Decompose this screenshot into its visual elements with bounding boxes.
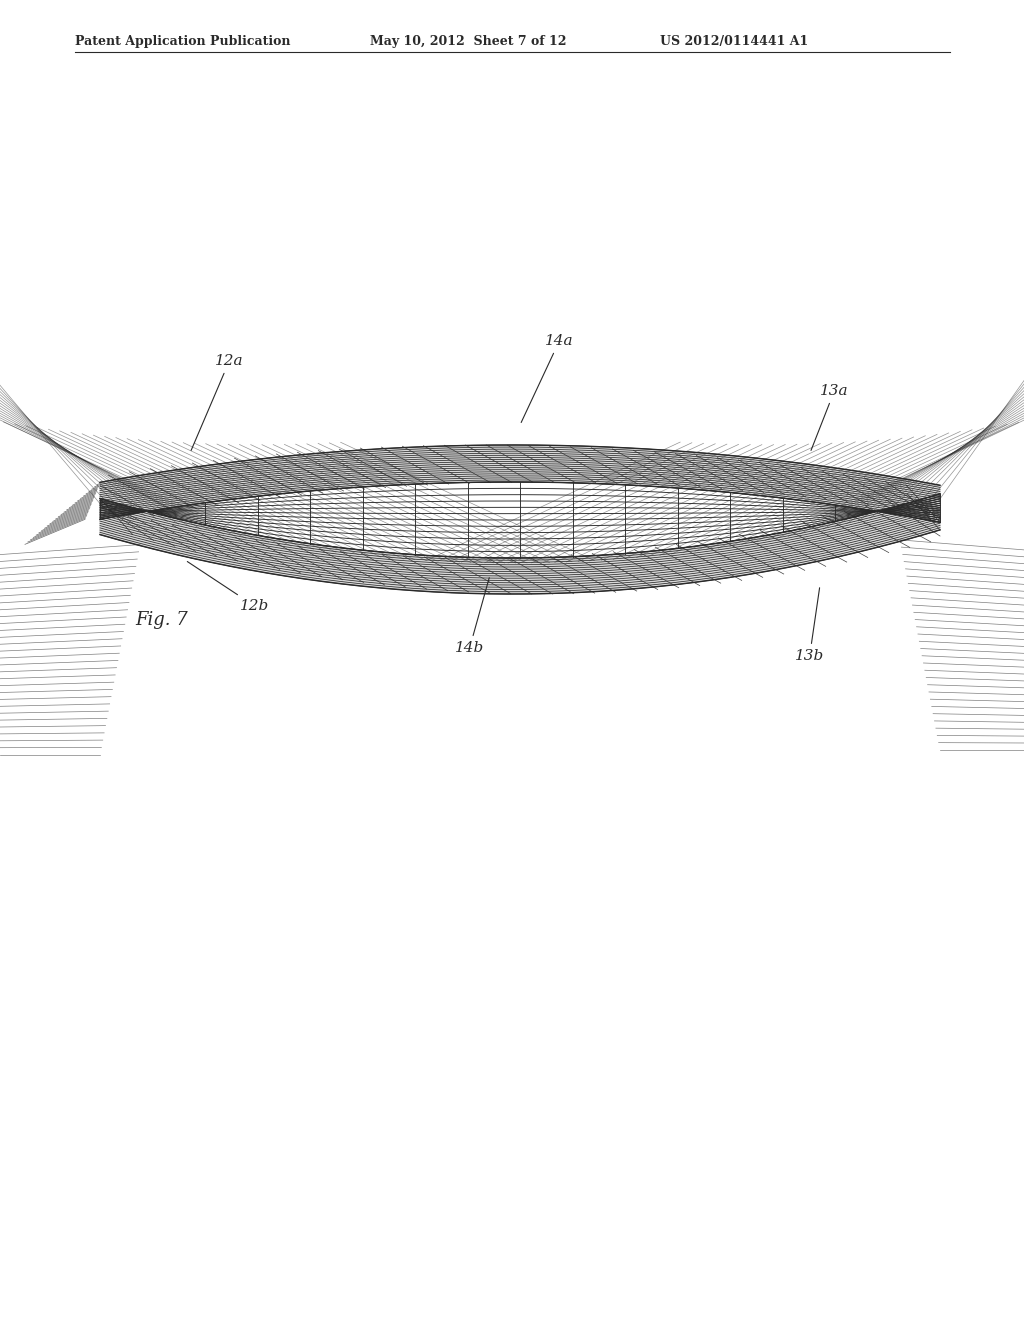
Text: 14a: 14a <box>521 334 573 422</box>
Text: 12a: 12a <box>191 354 244 450</box>
Polygon shape <box>100 482 940 558</box>
Text: US 2012/0114441 A1: US 2012/0114441 A1 <box>660 36 808 48</box>
Text: Fig. 7: Fig. 7 <box>135 611 187 630</box>
Text: 12b: 12b <box>187 561 269 612</box>
Text: 13a: 13a <box>811 384 849 450</box>
Text: Patent Application Publication: Patent Application Publication <box>75 36 291 48</box>
Text: 13b: 13b <box>795 587 824 663</box>
Polygon shape <box>100 494 940 594</box>
Text: May 10, 2012  Sheet 7 of 12: May 10, 2012 Sheet 7 of 12 <box>370 36 566 48</box>
Text: 14b: 14b <box>455 578 489 655</box>
Polygon shape <box>100 445 940 523</box>
